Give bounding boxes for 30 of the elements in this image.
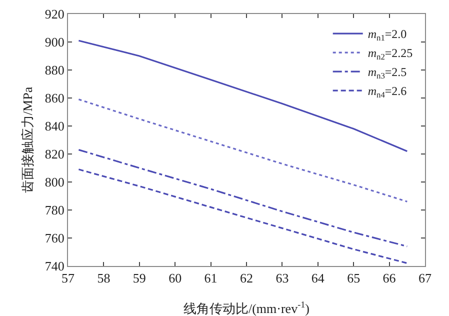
- x-tick-label: 60: [168, 270, 182, 286]
- x-tick-label: 61: [204, 270, 218, 286]
- y-tick-label: 780: [44, 202, 64, 218]
- x-tick-label: 62: [240, 270, 253, 286]
- x-tick-label: 57: [62, 270, 75, 286]
- y-tick-label: 900: [44, 34, 64, 50]
- y-tick-label: 860: [44, 90, 64, 106]
- x-tick-label: 66: [382, 270, 396, 286]
- legend-label: m$_{n4}$=2.6: [368, 84, 407, 100]
- line-series: [78, 98, 408, 202]
- y-tick-label: 760: [44, 230, 64, 246]
- legend-label: m$_{n2}$=2.25: [368, 46, 413, 62]
- y-tick-label: 740: [44, 258, 64, 274]
- y-tick-label: 880: [44, 62, 64, 78]
- x-tick-label: 59: [132, 270, 146, 286]
- y-axis-title: 齿面接触应力/MPa: [20, 86, 35, 194]
- x-tick-label: 67: [418, 270, 432, 286]
- legend-label: m$_{n3}$=2.5: [368, 65, 407, 81]
- y-tick-label: 920: [44, 6, 64, 22]
- y-tick-label: 840: [44, 118, 64, 134]
- x-tick-label: 58: [97, 270, 110, 286]
- x-axis-title: 线角传动比/(mm·rev$^{-1}$): [183, 300, 310, 316]
- legend-label: m$_{n1}$=2.0: [368, 27, 407, 43]
- line-series: [78, 149, 408, 248]
- y-tick-label: 820: [44, 146, 64, 162]
- x-tick-label: 64: [311, 270, 325, 286]
- x-tick-label: 65: [347, 270, 360, 286]
- line-series: [78, 168, 408, 264]
- x-tick-label: 63: [276, 270, 289, 286]
- y-tick-label: 800: [44, 174, 64, 190]
